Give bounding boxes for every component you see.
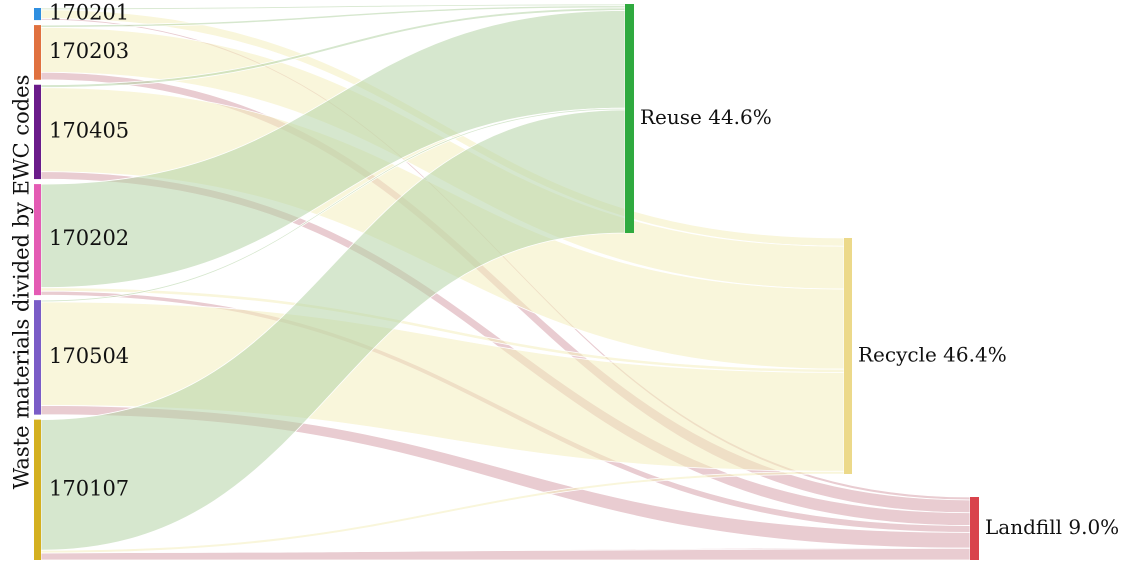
node-label-170203: 170203: [49, 39, 129, 63]
node-label-170201: 170201: [49, 1, 129, 25]
node-reuse: [625, 4, 634, 233]
node-landfill: [970, 497, 979, 560]
node-170107: [34, 419, 41, 560]
link-170107-landfill: [40, 547, 971, 561]
node-label-170202: 170202: [49, 226, 129, 250]
node-label-170405: 170405: [49, 118, 129, 142]
node-170203: [34, 25, 41, 80]
labels-layer: 170201 170203 170405 170202 170504 170107 Reus…: [49, 1, 1119, 539]
node-label-landfill: Landfill 9.0%: [985, 515, 1119, 539]
links-layer: [40, 3, 971, 561]
node-label-170504: 170504: [49, 344, 129, 368]
node-label-reuse: Reuse 44.6%: [640, 105, 772, 129]
node-recycle: [844, 238, 852, 474]
node-170405: [34, 84, 41, 180]
node-170201: [34, 8, 41, 21]
node-170202: [34, 184, 41, 296]
link-170107-reuse: [40, 109, 626, 551]
axis-title: Waste materials divided by EWC codes: [10, 75, 34, 490]
node-170504: [34, 300, 41, 415]
nodes-layer: [34, 4, 979, 560]
node-label-170107: 170107: [49, 476, 129, 500]
node-label-recycle: Recycle 46.4%: [858, 343, 1007, 367]
